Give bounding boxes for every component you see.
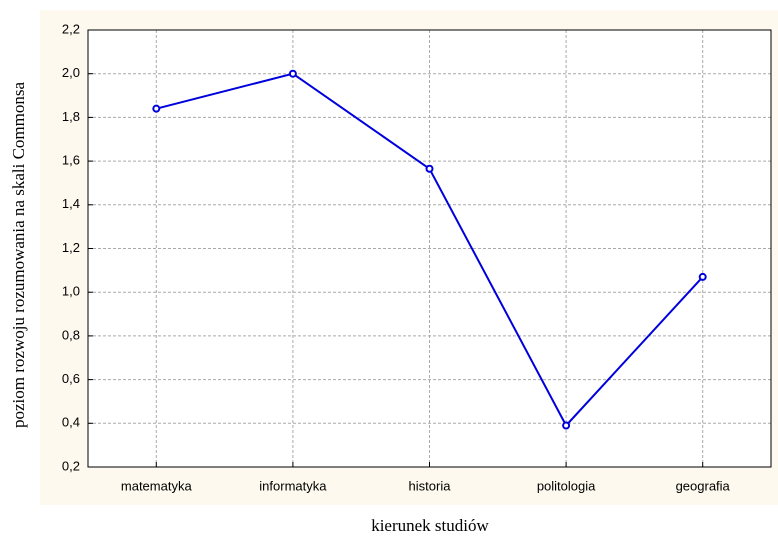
x-axis-label: kierunek studiów	[371, 516, 489, 535]
x-tick-label: historia	[409, 478, 452, 493]
plot-frame	[87, 29, 772, 468]
x-tick-label: matematyka	[121, 478, 193, 493]
x-tick-label: geografia	[676, 478, 731, 493]
point	[698, 272, 707, 281]
y-tick-label: 1,2	[62, 240, 80, 255]
point	[288, 69, 297, 78]
point	[562, 421, 571, 430]
point	[152, 104, 161, 113]
y-tick-label: 0,6	[62, 371, 80, 386]
x-tick-label: informatyka	[259, 478, 327, 493]
y-tick-label: 0,8	[62, 327, 80, 342]
y-axis-label: poziom rozwoju rozumowania na skali Comm…	[9, 82, 28, 429]
y-tick-label: 1,8	[62, 109, 80, 124]
y-tick-label: 1,0	[62, 284, 80, 299]
y-tick-label: 2,0	[62, 65, 80, 80]
y-tick-label: 1,4	[62, 196, 80, 211]
y-tick-label: 2,2	[62, 21, 80, 36]
y-tick-label: 0,2	[62, 458, 80, 473]
y-tick-label: 0,4	[62, 415, 80, 430]
point	[425, 164, 434, 173]
y-tick-label: 1,6	[62, 153, 80, 168]
x-tick-label: politologia	[537, 478, 596, 493]
